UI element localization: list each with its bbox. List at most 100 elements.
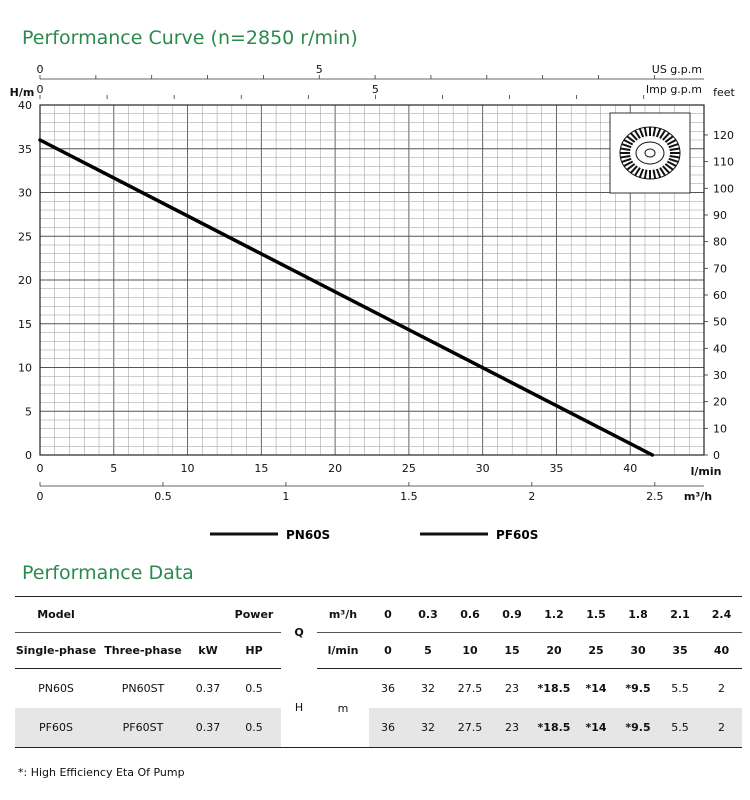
row2-head-8: 2 bbox=[701, 708, 742, 748]
impeller-vane bbox=[662, 165, 671, 174]
impeller-vane bbox=[638, 168, 645, 178]
impeller-vane bbox=[664, 163, 674, 171]
imp-gpm-tick-label: 5 bbox=[372, 83, 379, 96]
impeller-vane bbox=[659, 129, 666, 139]
chart-curve bbox=[38, 138, 655, 457]
x-tick-label: 25 bbox=[402, 462, 416, 475]
impeller-vane bbox=[620, 147, 631, 152]
header-three-phase: Three-phase bbox=[97, 632, 189, 669]
lmin-8: 40 bbox=[701, 632, 742, 669]
y-tick-label: 25 bbox=[18, 230, 32, 243]
chart-title: Performance Curve (n=2850 r/min) bbox=[22, 27, 358, 49]
legend-pf-label: PF60S bbox=[496, 528, 538, 542]
m3h-tick-label: 1 bbox=[282, 490, 289, 503]
table-row: PF60S PF60ST 0.37 0.5 36 32 27.5 23 *18.… bbox=[15, 708, 742, 748]
feet-tick-label: 20 bbox=[713, 396, 727, 409]
x-tick-label: 20 bbox=[328, 462, 342, 475]
y-tick-label: 20 bbox=[18, 274, 32, 287]
m3h-8: 2.4 bbox=[701, 596, 742, 633]
impeller-vane bbox=[655, 128, 662, 138]
legend: PN60S PF60S bbox=[210, 528, 538, 542]
feet-tick-label: 110 bbox=[713, 156, 734, 169]
row1-three: PN60ST bbox=[121, 682, 165, 695]
row2-head-5: *14 bbox=[575, 708, 617, 748]
us-gpm-tick-label: 5 bbox=[316, 63, 323, 76]
impeller-center bbox=[644, 148, 656, 158]
impeller-vane bbox=[652, 127, 657, 137]
lmin-4: 20 bbox=[533, 632, 575, 669]
feet-tick-label: 80 bbox=[713, 236, 727, 249]
y-axis-label: H/m bbox=[10, 86, 35, 99]
lmin-1: 5 bbox=[407, 632, 449, 669]
x-tick-label: 40 bbox=[623, 462, 637, 475]
impeller-vane bbox=[643, 169, 648, 179]
series-line bbox=[38, 138, 655, 457]
feet-tick-label: 70 bbox=[713, 262, 727, 275]
feet-tick-label: 120 bbox=[713, 129, 734, 142]
y-tick-label: 10 bbox=[18, 362, 32, 375]
y-tick-label: 0 bbox=[25, 449, 32, 462]
feet-tick-label: 10 bbox=[713, 422, 727, 435]
row2-head-6: *9.5 bbox=[617, 708, 659, 748]
m3h-0: 0 bbox=[369, 596, 407, 633]
row1-head-8: 2 bbox=[718, 682, 725, 695]
lmin-7: 35 bbox=[659, 632, 701, 669]
plot-frame bbox=[39, 104, 705, 456]
impeller-vane bbox=[634, 167, 641, 177]
feet-axis-label: feet bbox=[713, 86, 735, 99]
impeller-vane bbox=[668, 143, 679, 149]
header-kw: kW bbox=[189, 632, 227, 669]
performance-table: Model Power Q m³/h 0 0.3 0.6 0.9 1.2 1.5… bbox=[15, 596, 742, 748]
impeller-vane bbox=[669, 147, 680, 152]
feet-tick-label: 50 bbox=[713, 316, 727, 329]
impeller-vane bbox=[668, 157, 679, 163]
impeller-vane bbox=[666, 160, 677, 167]
feet-tick-label: 30 bbox=[713, 369, 727, 382]
header-lmin: l/min bbox=[317, 632, 369, 669]
lmin-3: 15 bbox=[491, 632, 533, 669]
impeller-vane bbox=[643, 127, 648, 137]
impeller-vane bbox=[659, 167, 666, 177]
row1-head-4: *18.5 bbox=[537, 682, 571, 695]
row2-head-7: 5.5 bbox=[659, 708, 701, 748]
footnote: *: High Efficiency Eta Of Pump bbox=[18, 766, 185, 779]
impeller-vane bbox=[621, 143, 632, 149]
header-hp: HP bbox=[227, 632, 281, 669]
row2-head-4: *18.5 bbox=[533, 708, 575, 748]
m3h-6: 1.8 bbox=[617, 596, 659, 633]
lmin-2: 10 bbox=[449, 632, 491, 669]
m3h-tick-label: 0 bbox=[37, 490, 44, 503]
row1-head-6: *9.5 bbox=[625, 682, 651, 695]
impeller-vane bbox=[623, 160, 634, 167]
us-gpm-tick-label: 0 bbox=[37, 63, 44, 76]
y-tick-label: 40 bbox=[18, 99, 32, 112]
row1-kw: 0.37 bbox=[195, 682, 221, 695]
m3h-5: 1.5 bbox=[575, 596, 617, 633]
impeller-vane bbox=[666, 139, 677, 146]
row1-head-0: 36 bbox=[381, 682, 395, 695]
us-gpm-axis-label: US g.p.m bbox=[652, 63, 702, 76]
row2-three: PF60ST bbox=[97, 708, 189, 748]
impeller-vane bbox=[638, 128, 645, 138]
m3h-tick-label: 0.5 bbox=[154, 490, 172, 503]
x-tick-label: 15 bbox=[254, 462, 268, 475]
header-single-phase: Single-phase bbox=[15, 632, 97, 669]
x-tick-label: 0 bbox=[37, 462, 44, 475]
feet-tick-label: 40 bbox=[713, 342, 727, 355]
m3h-tick-label: 2.5 bbox=[646, 490, 664, 503]
row2-head-2: 27.5 bbox=[449, 708, 491, 748]
impeller-vane bbox=[629, 132, 638, 141]
impeller-vane bbox=[634, 129, 641, 139]
header-model: Model bbox=[15, 596, 97, 633]
row2-kw: 0.37 bbox=[189, 708, 227, 748]
row2-single: PF60S bbox=[15, 708, 97, 748]
feet-tick-label: 90 bbox=[713, 209, 727, 222]
row1-head-2: 27.5 bbox=[457, 682, 483, 695]
feet-tick-label: 0 bbox=[713, 449, 720, 462]
row2-head-1: 32 bbox=[407, 708, 449, 748]
row2-head-0: 36 bbox=[369, 708, 407, 748]
m3h-7: 2.1 bbox=[659, 596, 701, 633]
impeller-vane bbox=[623, 139, 634, 146]
